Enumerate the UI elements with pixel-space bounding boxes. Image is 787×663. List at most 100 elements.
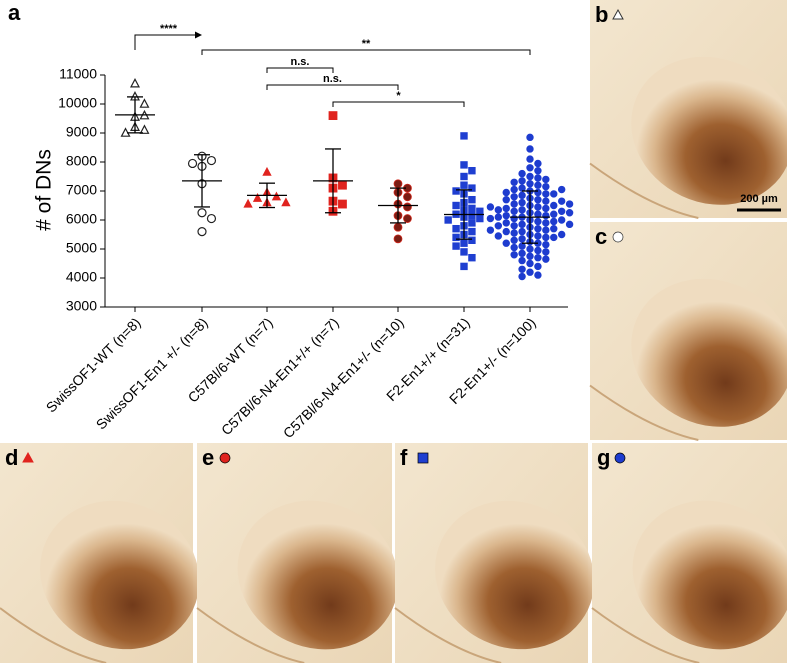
data-point [550, 190, 558, 198]
data-point [557, 230, 566, 239]
data-point [494, 213, 503, 221]
comparison-bracket [332, 101, 465, 107]
data-point [526, 133, 534, 142]
data-point [393, 234, 403, 244]
y-tick-label: 6000 [66, 211, 97, 227]
data-point [502, 204, 510, 213]
data-point [534, 271, 542, 279]
data-point [468, 219, 476, 227]
data-point [510, 222, 518, 230]
data-point [510, 178, 518, 186]
y-axis-label: # of DNs [33, 149, 56, 231]
data-point [197, 227, 207, 237]
data-point [271, 191, 282, 201]
data-point [518, 272, 526, 281]
data-point [403, 202, 412, 212]
data-point [518, 265, 526, 273]
data-point [393, 179, 403, 189]
data-point [468, 166, 476, 175]
panel-symbol [219, 452, 231, 464]
micrograph-tissue [237, 500, 399, 650]
data-point [338, 180, 347, 190]
data-point [460, 172, 468, 181]
comparison-arrow [134, 34, 200, 50]
panel-label: a [8, 0, 21, 25]
micrograph-edge [196, 607, 305, 663]
data-point [542, 248, 550, 256]
data-point [526, 268, 534, 276]
data-point [502, 219, 510, 227]
data-point [510, 236, 518, 244]
data-point [550, 210, 558, 218]
data-point [476, 207, 484, 215]
data-point [526, 259, 534, 268]
data-point [393, 222, 403, 232]
data-point [494, 232, 503, 240]
micrograph-edge [591, 607, 700, 663]
data-point [468, 211, 476, 220]
data-point [139, 98, 150, 108]
data-point [534, 254, 542, 262]
data-point [452, 201, 460, 210]
panel-symbol [417, 452, 429, 464]
significance-label: n.s. [291, 56, 310, 68]
data-point [486, 226, 495, 234]
data-point [494, 206, 503, 214]
data-point [510, 207, 518, 215]
data-point [542, 175, 550, 184]
data-point [510, 193, 518, 201]
data-point [518, 249, 526, 258]
data-point [494, 222, 503, 230]
panel-label: f [400, 445, 408, 470]
data-point [550, 224, 558, 233]
data-point [486, 203, 495, 211]
data-point [502, 227, 510, 236]
micrograph-tissue [632, 500, 787, 650]
comparison-bracket [266, 84, 399, 90]
data-point [139, 124, 150, 134]
data-point [534, 174, 542, 182]
x-tick-label: SwissOF1-En1 +/- (n=8) [93, 314, 211, 432]
data-point [526, 180, 534, 188]
data-point [510, 214, 518, 223]
data-point [510, 251, 518, 259]
data-point [526, 164, 534, 172]
data-point [460, 262, 468, 271]
data-point [452, 224, 460, 233]
data-point [403, 214, 412, 223]
data-point [534, 262, 542, 271]
panel-label: e [202, 445, 214, 470]
micrograph-tissue [631, 56, 787, 205]
significance-label: * [396, 90, 401, 102]
data-point [502, 188, 510, 197]
data-point [565, 200, 574, 208]
data-point [518, 198, 526, 207]
micrograph-tissue [40, 500, 200, 650]
data-point [243, 198, 253, 208]
data-point [460, 248, 468, 256]
data-point [328, 111, 338, 120]
data-point [542, 182, 550, 191]
data-point [130, 78, 140, 88]
data-point [197, 208, 207, 218]
significance-label: n.s. [323, 73, 342, 85]
data-point [550, 201, 558, 210]
data-point [542, 240, 550, 249]
micrograph-tissue [435, 500, 595, 650]
data-point [518, 206, 526, 214]
data-point [468, 236, 476, 244]
data-point [526, 252, 534, 260]
data-point [557, 207, 566, 215]
panel-symbol [22, 451, 34, 463]
data-point [460, 161, 468, 169]
data-point [526, 245, 534, 253]
data-point [526, 145, 534, 153]
comparison-bracket [266, 67, 334, 73]
data-point [534, 195, 542, 204]
micrograph-edge [589, 384, 699, 441]
data-point [557, 185, 566, 194]
data-point [252, 192, 263, 202]
data-point [550, 233, 558, 242]
